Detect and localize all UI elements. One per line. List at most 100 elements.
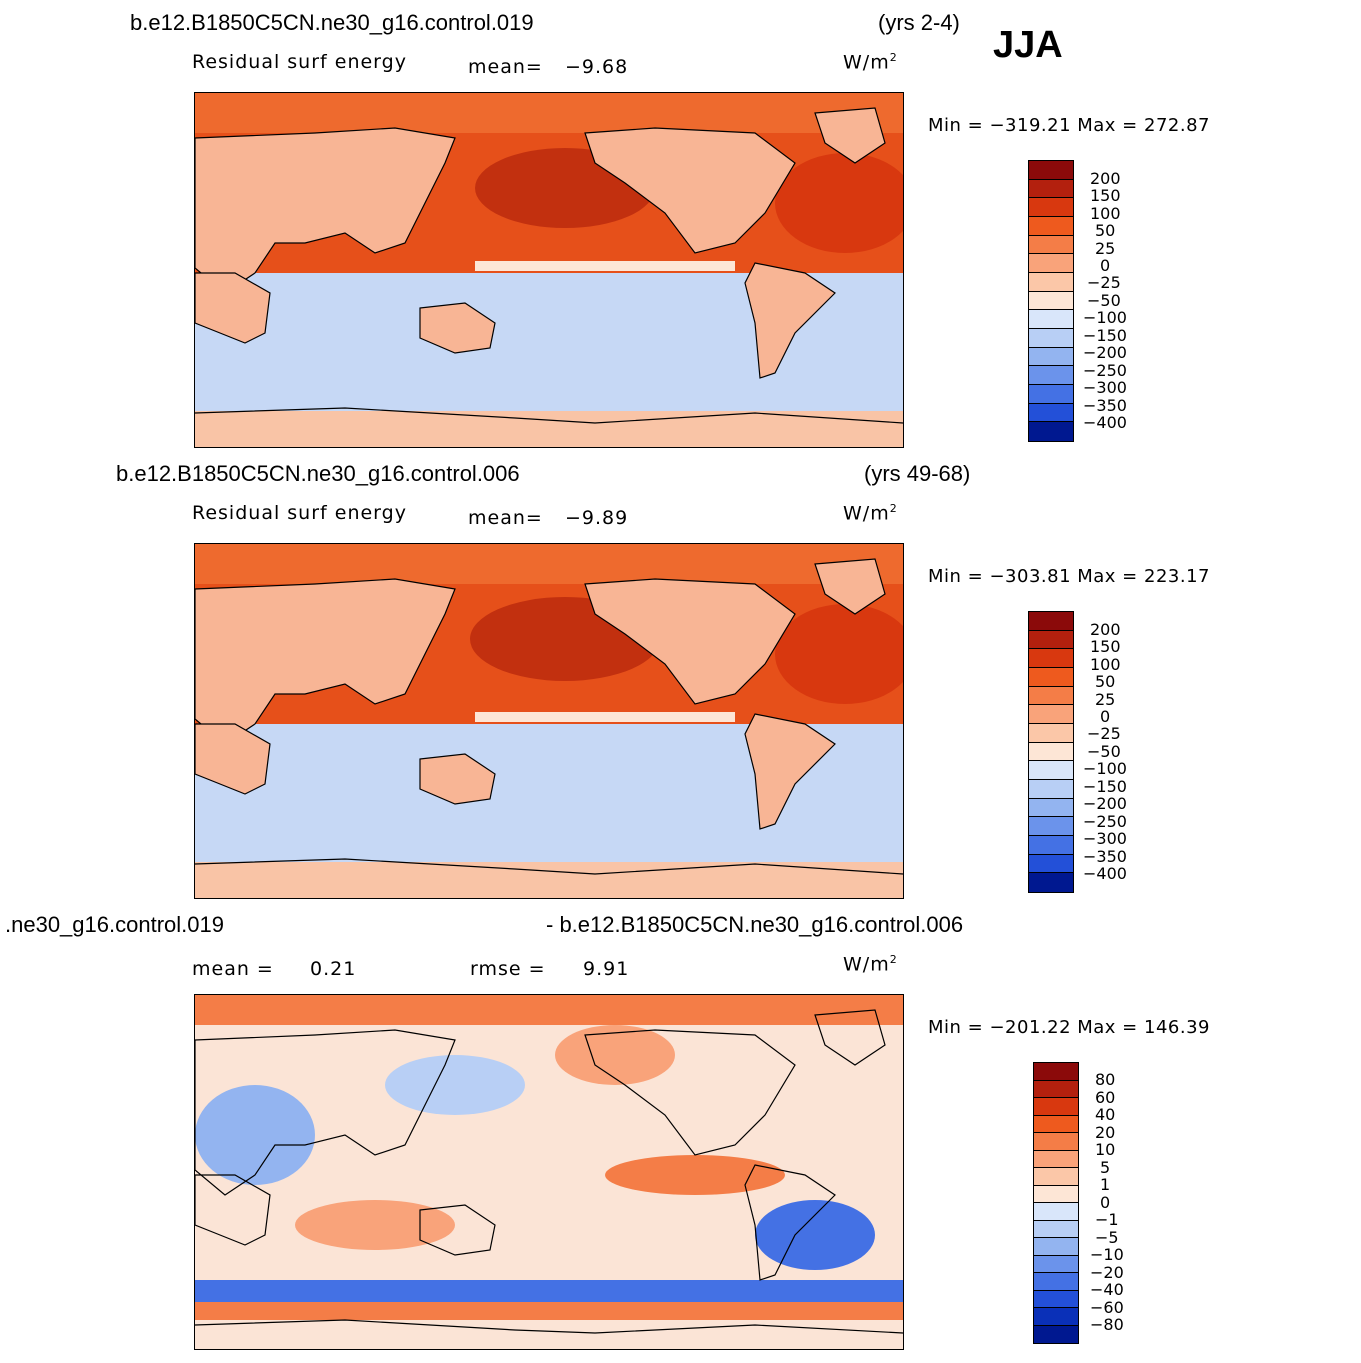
panel1-greenland xyxy=(814,107,886,164)
panel3-cb-swatch xyxy=(1034,1325,1078,1343)
panel2-cb-swatch xyxy=(1029,836,1073,855)
panel2-cb-label: 25 xyxy=(1095,690,1116,709)
panel2-antarctic xyxy=(195,862,903,898)
panel1-cb-swatch xyxy=(1029,347,1073,367)
panel3-australia xyxy=(419,1204,496,1256)
panel3-cb-swatch xyxy=(1034,1133,1078,1151)
panel2-cb-swatch xyxy=(1029,612,1073,631)
panel3-cb-label: 60 xyxy=(1095,1088,1116,1107)
panel2-map-svg xyxy=(195,544,903,898)
panel2-cb-swatch xyxy=(1029,668,1073,687)
panel3-cb-label: −5 xyxy=(1095,1228,1119,1247)
panel3-cb-swatch xyxy=(1034,1290,1078,1308)
panel3-cb-swatch xyxy=(1034,1185,1078,1203)
panel1-cb-label: −300 xyxy=(1083,378,1127,397)
panel1-cb-label: −350 xyxy=(1083,396,1127,415)
panel2-cb-swatch xyxy=(1029,630,1073,650)
panel3-blue-anomaly xyxy=(195,1085,315,1185)
panel1-cb-swatch xyxy=(1029,235,1073,255)
panel2-arctic xyxy=(195,544,903,584)
panel2-cb-label: 100 xyxy=(1090,655,1121,674)
panel2-eq-band xyxy=(475,712,735,722)
panel1-cb-label: 100 xyxy=(1090,204,1121,223)
panel2-cb-swatch xyxy=(1029,724,1073,743)
season-label: JJA xyxy=(993,24,1063,66)
panel1-cb-label: 150 xyxy=(1090,186,1121,205)
panel2-cb-label: −250 xyxy=(1083,812,1127,831)
panel1-cb-label: −250 xyxy=(1083,361,1127,380)
panel3-cb-label: −40 xyxy=(1090,1280,1124,1299)
panel2-case-title: b.e12.B1850C5CN.ne30_g16.control.006 xyxy=(116,461,520,486)
panel1-australia xyxy=(419,302,496,354)
panel2-cb-label: 200 xyxy=(1090,620,1121,639)
panel1-years: (yrs 2-4) xyxy=(878,10,960,35)
panel1-eq-band xyxy=(475,261,735,271)
panel1-cb-label: −50 xyxy=(1087,291,1121,310)
panel3-arctic-band xyxy=(195,995,903,1025)
panel2-cb-label: 150 xyxy=(1090,637,1121,656)
panel2-mean-label: mean= xyxy=(468,507,543,529)
panel3-southern-red-band xyxy=(195,1302,903,1320)
panel2-cb-label: −50 xyxy=(1087,742,1121,761)
panel3-red-anomaly xyxy=(605,1155,785,1195)
panel3-cb-swatch xyxy=(1034,1308,1078,1326)
panel3-cb-label: 20 xyxy=(1095,1123,1116,1142)
panel3-mean-value: 0.21 xyxy=(310,958,357,980)
panel3-cb-label: −60 xyxy=(1090,1298,1124,1317)
panel2-years: (yrs 49-68) xyxy=(864,461,971,486)
panel1-south-america xyxy=(744,262,836,379)
panel1-antarctic xyxy=(195,411,903,447)
panel2-units: W/m2 xyxy=(843,502,898,525)
panel1-cb-swatch xyxy=(1029,198,1073,217)
panel3-case-title-left: .ne30_g16.control.019 xyxy=(5,912,224,937)
panel1-cb-swatch xyxy=(1029,254,1073,273)
panel2-mean-value: −9.89 xyxy=(565,507,629,529)
panel2-cb-swatch xyxy=(1029,854,1073,874)
panel3-blue-anomaly xyxy=(755,1200,875,1270)
panel2-cb-label: −350 xyxy=(1083,847,1127,866)
panel3-cb-swatch xyxy=(1034,1168,1078,1186)
panel1-cb-swatch xyxy=(1029,385,1073,404)
panel1-cb-label: −200 xyxy=(1083,343,1127,362)
panel3-southern-blue-band xyxy=(195,1280,903,1302)
panel2-cb-swatch xyxy=(1029,705,1073,724)
panel3-africa xyxy=(195,1174,271,1246)
panel1-cb-label: 0 xyxy=(1100,256,1111,275)
panel2-map xyxy=(194,543,904,899)
panel1-cb-label: −25 xyxy=(1087,273,1121,292)
panel1-cb-label: −150 xyxy=(1083,326,1127,345)
panel2-cb-label: −200 xyxy=(1083,794,1127,813)
panel1-case-title: b.e12.B1850C5CN.ne30_g16.control.019 xyxy=(130,10,534,35)
panel3-cb-label: −1 xyxy=(1095,1210,1119,1229)
panel1-colorbar xyxy=(1028,160,1074,442)
panel1-map xyxy=(194,92,904,448)
panel3-minmax: Min = −201.22 Max = 146.39 xyxy=(928,1017,1210,1038)
panel1-cb-label: −400 xyxy=(1083,413,1127,432)
panel3-cb-swatch xyxy=(1034,1238,1078,1256)
panel1-cb-label: 200 xyxy=(1090,169,1121,188)
panel3-cb-label: −20 xyxy=(1090,1263,1124,1282)
panel2-atlantic-hot xyxy=(775,604,903,704)
panel1-cb-swatch xyxy=(1029,422,1073,441)
panel1-cb-swatch xyxy=(1029,217,1073,236)
panel2-antarctica-coast xyxy=(195,858,903,875)
panel3-cb-label: 1 xyxy=(1100,1175,1111,1194)
panel1-north-america xyxy=(584,127,796,254)
panel1-cb-swatch xyxy=(1029,366,1073,385)
panel3-cb-label: −80 xyxy=(1090,1315,1124,1334)
panel3-north-america xyxy=(584,1029,796,1156)
panel1-cb-label: 50 xyxy=(1095,221,1116,240)
panel2-cb-swatch xyxy=(1029,742,1073,762)
panel3-greenland xyxy=(814,1009,886,1066)
panel1-africa xyxy=(195,272,271,344)
panel3-cb-label: −10 xyxy=(1090,1245,1124,1264)
panel1-mean-value: −9.68 xyxy=(565,56,629,78)
panel3-cb-swatch xyxy=(1034,1063,1078,1081)
panel2-south-america xyxy=(744,713,836,830)
panel2-cb-swatch xyxy=(1029,780,1073,799)
panel2-cb-label: −25 xyxy=(1087,724,1121,743)
panel1-cb-swatch xyxy=(1029,179,1073,199)
panel2-cb-swatch xyxy=(1029,686,1073,706)
panel1-arctic xyxy=(195,93,903,133)
panel2-australia xyxy=(419,753,496,805)
